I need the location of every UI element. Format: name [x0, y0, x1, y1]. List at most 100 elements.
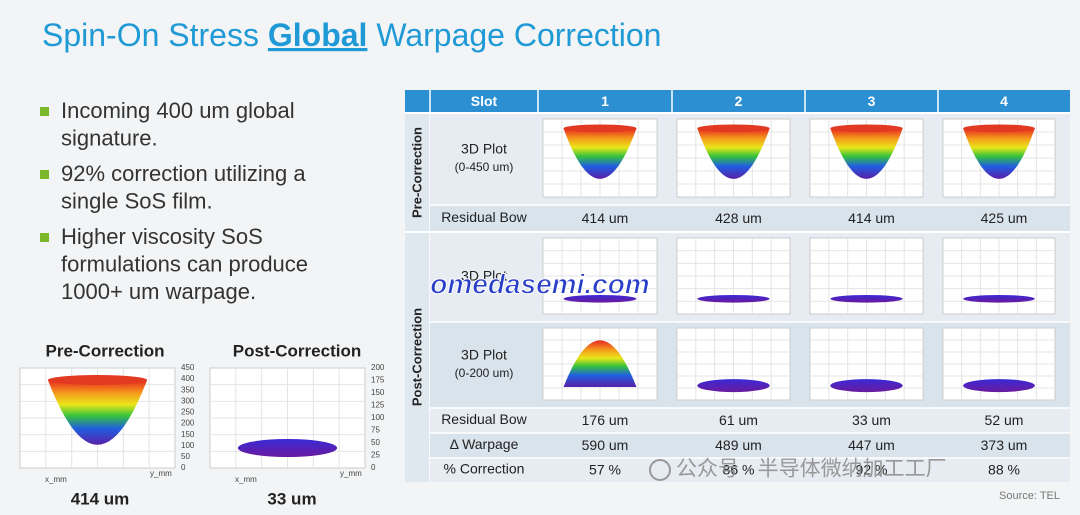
plot-3d: [942, 118, 1056, 198]
warp-rim: [830, 124, 903, 133]
source-note: Source: TEL: [999, 490, 1060, 502]
row-label: Δ Warpage: [450, 436, 519, 452]
table-cell: 373 um: [981, 437, 1028, 453]
z-tick-label: 150: [181, 430, 195, 439]
header-cell: 1: [601, 93, 609, 109]
z-tick-label: 100: [371, 413, 385, 422]
table-cell: 590 um: [582, 437, 629, 453]
z-tick-label: 350: [181, 385, 195, 394]
plot-title: Pre-Correction: [45, 341, 164, 360]
warp-surface: [830, 379, 903, 393]
z-tick-label: 200: [181, 419, 195, 428]
plot-3d: [942, 327, 1056, 401]
warp-surface: [697, 128, 770, 179]
bullet-text: Incoming 400 um global: [61, 98, 295, 123]
table-cell: 33 um: [852, 412, 891, 428]
z-tick-label: 50: [181, 452, 190, 461]
y-axis-label: y_mm: [150, 469, 172, 478]
table-cell: 176 um: [582, 412, 629, 428]
header-cell: Slot: [471, 93, 498, 109]
watermark: 公众号 · 半导体微纳加工工厂: [676, 458, 947, 481]
bullet-marker: [40, 170, 49, 179]
row-background: [430, 458, 1070, 482]
z-tick-label: 150: [371, 388, 385, 397]
table-cell: 489 um: [715, 437, 762, 453]
warp-surface: [830, 295, 903, 303]
header-cell: 4: [1000, 93, 1008, 109]
z-tick-label: 25: [371, 451, 380, 460]
plot-3d: [809, 237, 924, 315]
row-background: [430, 408, 1070, 433]
warp-surface: [697, 295, 770, 303]
z-tick-label: 200: [371, 363, 385, 372]
z-tick-label: 50: [371, 438, 380, 447]
group-label: Pre-Correction: [409, 127, 424, 218]
table-cell: 447 um: [848, 437, 895, 453]
z-tick-label: 75: [371, 426, 380, 435]
z-tick-label: 400: [181, 374, 195, 383]
table-cell: 88 %: [988, 462, 1020, 478]
header-row: [405, 90, 1070, 113]
warp-surface: [697, 379, 770, 393]
z-tick-label: 450: [181, 363, 195, 372]
plot-3d: [809, 118, 924, 198]
title-emphasis: Global: [268, 17, 368, 53]
watermark-icon: [649, 459, 671, 481]
plot-title: Post-Correction: [233, 341, 361, 360]
table-cell: 428 um: [715, 210, 762, 226]
table-cell: 92 %: [856, 462, 888, 478]
header-cell: 2: [735, 93, 743, 109]
warp-rim: [697, 124, 770, 133]
bullet-text: signature.: [61, 125, 158, 150]
z-tick-label: 0: [181, 463, 186, 472]
row-label: 3D Plot: [461, 141, 507, 157]
title-part: Spin-On Stress: [42, 17, 268, 53]
row-label: (0-200 um): [455, 366, 514, 380]
bullet-text: formulations can produce: [61, 251, 308, 276]
watermark: omedasemi.com: [430, 268, 649, 299]
row-label: Residual Bow: [441, 411, 527, 427]
plot-caption: 414 um: [71, 489, 130, 508]
table-cell: 414 um: [582, 210, 629, 226]
warp-surface: [237, 439, 338, 457]
plot-3d: [542, 327, 658, 401]
plot-3d: [942, 237, 1056, 315]
warp-surface: [563, 295, 637, 303]
warp-rim: [963, 124, 1035, 133]
x-axis-label: x_mm: [45, 475, 67, 484]
z-tick-label: 100: [181, 441, 195, 450]
warp-surface: [563, 128, 637, 179]
row-label: Residual Bow: [441, 209, 527, 225]
plot-3d: [542, 237, 658, 315]
row-label: (0-450 um): [455, 160, 514, 174]
plot-caption: 33 um: [267, 489, 316, 508]
table-cell: 61 um: [719, 412, 758, 428]
z-tick-label: 300: [181, 396, 195, 405]
header-cell: 3: [868, 93, 876, 109]
table-cell: 425 um: [981, 210, 1028, 226]
warp-rim: [563, 124, 637, 133]
bullet-text: 1000+ um warpage.: [61, 279, 256, 304]
warp-surface: [47, 380, 148, 445]
row-background: [430, 205, 1070, 232]
plot-3d: [676, 237, 791, 315]
warp-surface: [563, 340, 637, 388]
z-tick-label: 175: [371, 376, 385, 385]
y-axis-label: y_mm: [340, 469, 362, 478]
group-label: Post-Correction: [409, 308, 424, 406]
table-cell: 86 %: [723, 462, 755, 478]
warp-rim: [47, 375, 148, 385]
plot-3d: [676, 118, 791, 198]
plot-3d: [19, 367, 176, 469]
table-cell: 52 um: [985, 412, 1024, 428]
z-tick-label: 250: [181, 408, 195, 417]
warp-surface: [963, 379, 1035, 393]
bullet-text: 92% correction utilizing a: [61, 161, 306, 186]
plot-3d: [809, 327, 924, 401]
z-tick-label: 125: [371, 401, 385, 410]
bullet-text: Higher viscosity SoS: [61, 224, 263, 249]
plot-3d: [676, 327, 791, 401]
bullet-marker: [40, 107, 49, 116]
bullet-text: single SoS film.: [61, 188, 213, 213]
